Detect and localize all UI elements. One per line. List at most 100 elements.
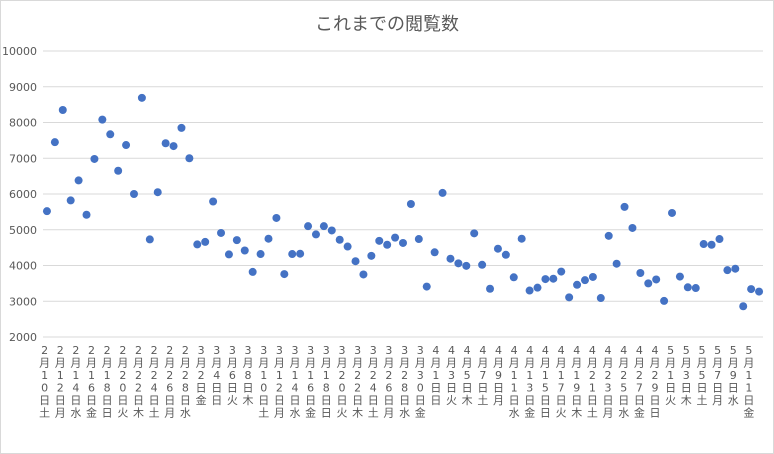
chart-title: これまでの閲覧数 [315, 14, 459, 35]
data-point [232, 236, 241, 245]
data-point [747, 285, 756, 294]
data-point [652, 275, 661, 284]
data-point [715, 235, 724, 244]
x-tick-label: 4 月 1 1 日水 [509, 344, 520, 420]
data-point [454, 259, 463, 268]
data-point [446, 254, 455, 263]
x-tick-label: 2 月 1 6 日金 [86, 344, 97, 420]
x-tick-label: 2 月 2 2 日木 [133, 344, 144, 420]
data-point [691, 284, 700, 293]
x-tick-label: 5 月 7 日月 [712, 344, 723, 407]
x-tick-label: 3 月 1 0 日土 [258, 344, 269, 420]
data-point [272, 213, 281, 222]
data-point [628, 223, 637, 232]
data-point [319, 222, 328, 231]
data-point [391, 233, 400, 242]
y-tick-label: 8000 [9, 117, 37, 130]
data-point [185, 154, 194, 163]
data-point [596, 294, 605, 303]
x-tick-label: 5 月 1 1 日金 [743, 344, 754, 420]
data-point [644, 279, 653, 288]
x-tick-label: 4 月 1 日日 [430, 344, 441, 407]
data-point [98, 115, 107, 124]
data-point [240, 246, 249, 255]
data-point [723, 266, 732, 275]
data-point [327, 226, 336, 235]
x-tick-label: 4 月 3 日火 [446, 344, 457, 407]
y-tick-label: 10000 [2, 45, 37, 58]
x-tick-label: 4 月 2 3 日月 [603, 344, 614, 420]
data-point [145, 235, 154, 244]
data-point [114, 166, 123, 175]
y-tick-label: 6000 [9, 188, 37, 201]
data-point [525, 286, 534, 295]
x-tick-label: 2 月 1 8 日日 [102, 344, 113, 420]
gridlines [43, 50, 763, 338]
data-point [288, 250, 297, 259]
data-point [161, 139, 170, 148]
data-point [153, 188, 162, 197]
data-point [462, 261, 471, 270]
data-point [660, 296, 669, 305]
data-point [122, 141, 131, 150]
y-tick-label: 4000 [9, 260, 37, 273]
data-point [169, 142, 178, 151]
x-tick-label: 3 月 2 6 日月 [383, 344, 394, 420]
data-point [509, 273, 518, 282]
x-tick-label: 2 月 2 6 日月 [164, 344, 175, 420]
data-point [375, 236, 384, 245]
data-point [501, 250, 510, 259]
data-point [668, 208, 677, 217]
x-tick-label: 3 月 1 6 日金 [305, 344, 316, 420]
data-point [367, 251, 376, 260]
data-point [486, 284, 495, 293]
data-point [683, 283, 692, 292]
x-tick-label: 4 月 2 7 日金 [634, 344, 645, 420]
x-tick-label: 5 月 5 日土 [696, 344, 707, 407]
data-point [612, 259, 621, 268]
data-point [359, 270, 368, 279]
x-tick-label: 2 月 1 2 日月 [55, 344, 66, 420]
data-point [399, 238, 407, 247]
data-point [430, 248, 439, 257]
data-point [280, 270, 289, 279]
x-tick-label: 5 月 9 日水 [728, 344, 739, 407]
data-point [549, 274, 558, 283]
data-point [209, 197, 218, 206]
data-point [414, 235, 423, 244]
x-tick-label: 3 月 4 日日 [211, 344, 222, 407]
data-point [217, 228, 226, 237]
data-point [50, 138, 59, 147]
data-point [343, 242, 352, 251]
data-point [90, 154, 99, 163]
x-tick-label: 2 月 2 8 日水 [180, 344, 191, 420]
data-point [74, 176, 83, 185]
data-point [580, 276, 589, 285]
x-tick-label: 2 月 2 0 日火 [117, 344, 128, 420]
data-point [82, 210, 91, 219]
data-point [311, 230, 320, 239]
data-point [256, 250, 265, 259]
x-tick-label: 2 月 2 4 日土 [149, 344, 160, 420]
x-tick-label: 4 月 1 7 日火 [556, 344, 567, 420]
data-point [304, 222, 313, 231]
data-point [557, 267, 566, 276]
y-axis-ticks: 2000 3000 4000 5000 6000 7000 8000 9000 10000 [2, 45, 37, 344]
data-point [66, 196, 75, 205]
data-point [137, 93, 146, 102]
data-point [565, 293, 574, 302]
data-point [224, 250, 233, 259]
data-point [636, 269, 645, 278]
x-tick-label: 3 月 2 4 日土 [368, 344, 379, 420]
x-tick-label: 4 月 2 5 日水 [618, 344, 629, 420]
y-tick-label: 5000 [9, 224, 37, 237]
data-point [406, 200, 415, 209]
y-tick-label: 9000 [9, 81, 37, 94]
data-point [351, 257, 360, 266]
data-point [193, 240, 202, 249]
y-tick-label: 3000 [9, 295, 37, 308]
data-point [422, 282, 431, 291]
data-point [731, 264, 740, 273]
